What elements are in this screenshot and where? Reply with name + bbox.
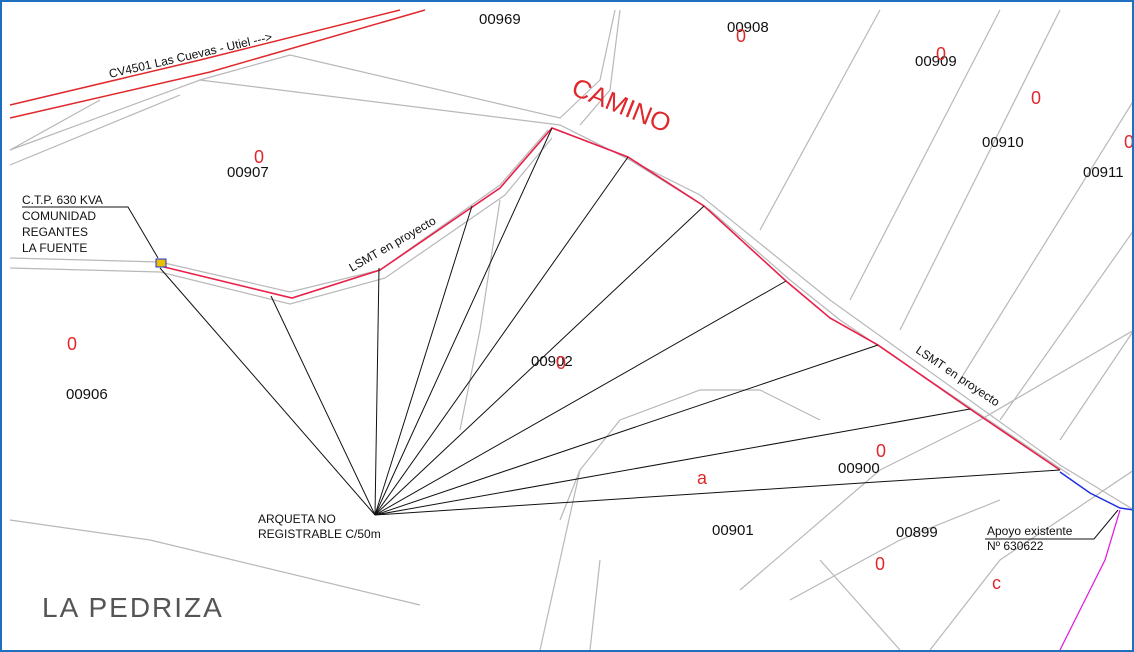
- parcel-number: 00900: [838, 460, 880, 477]
- lot-mark: c: [992, 573, 1001, 593]
- transformer-icon: [156, 259, 166, 267]
- parcel-number: 00902: [531, 353, 573, 370]
- lot-mark: 0: [1031, 88, 1041, 108]
- transformer-label: LA FUENTE: [22, 241, 87, 255]
- lot-mark: 0: [67, 334, 77, 354]
- support-label: Apoyo existente: [987, 524, 1073, 538]
- parcel-number: 00901: [712, 522, 754, 539]
- lot-mark: 0: [936, 44, 946, 64]
- support-label: Nº 630622: [987, 539, 1044, 553]
- background: [0, 0, 1134, 652]
- parcel-number: 00899: [896, 524, 938, 541]
- lot-mark: 0: [556, 353, 566, 373]
- transformer-label: REGANTES: [22, 225, 88, 239]
- area-label: LA PEDRIZA: [42, 592, 224, 623]
- parcel-number: 00910: [982, 134, 1024, 151]
- map: CV4501 Las Cuevas - Utiel ---> CAMINO LS…: [0, 0, 1134, 652]
- parcel-number: 00906: [66, 386, 108, 403]
- transformer-label: C.T.P. 630 KVA: [22, 193, 103, 207]
- junction-label: REGISTRABLE C/50m: [258, 527, 381, 541]
- lot-mark: 0: [736, 26, 746, 46]
- lot-mark: 0: [876, 441, 886, 461]
- lot-mark: 0: [254, 147, 264, 167]
- parcel-number: 00969: [479, 11, 521, 28]
- junction-label: ARQUETA NO: [258, 512, 336, 526]
- parcel-number: 00911: [1083, 164, 1124, 181]
- parcel-number: 00908: [727, 19, 769, 36]
- transformer-label: COMUNIDAD: [22, 209, 96, 223]
- lot-mark: 0: [875, 554, 885, 574]
- lot-mark: a: [697, 468, 708, 488]
